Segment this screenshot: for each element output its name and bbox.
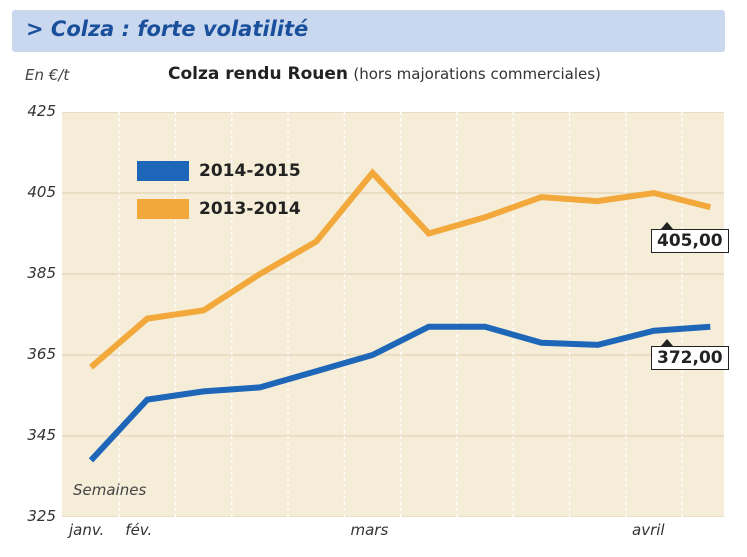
value-label-2013-2014: 405,00 <box>651 229 729 253</box>
title-banner: > Colza : forte volatilité <box>12 10 725 52</box>
legend-item-2014-2015: 2014-2015 <box>137 160 301 182</box>
series-line-2014-2015 <box>88 323 711 463</box>
y-tick-label: 405 <box>27 183 56 201</box>
chart-svg <box>62 112 724 517</box>
series-line-2013-2014 <box>89 168 712 370</box>
value-label-2014-2015: 372,00 <box>651 346 729 370</box>
legend-label-2014-2015: 2014-2015 <box>199 161 301 181</box>
figure-title: > Colza : forte volatilité <box>26 17 309 41</box>
chart-title: Colza rendu Rouen (hors majorations comm… <box>168 64 601 84</box>
x-axis-label: Semaines <box>73 481 147 499</box>
y-axis-unit-label: En €/t <box>25 66 70 84</box>
chart-title-subtitle: (hors majorations commerciales) <box>353 65 601 83</box>
y-tick-label: 425 <box>27 102 56 120</box>
y-tick-label: 365 <box>27 345 56 363</box>
y-tick-label: 385 <box>27 264 56 282</box>
chart-title-main: Colza rendu Rouen <box>168 64 348 84</box>
x-tick-label: avril <box>632 521 665 539</box>
legend-item-2013-2014: 2013-2014 <box>137 198 301 220</box>
legend-swatch-2014-2015 <box>137 161 189 181</box>
legend-label-2013-2014: 2013-2014 <box>199 199 301 219</box>
value-label-arrow-2013-2014 <box>661 222 673 229</box>
legend-swatch-2013-2014 <box>137 199 189 219</box>
x-tick-label: mars <box>350 521 389 539</box>
y-tick-label: 345 <box>27 426 56 444</box>
y-tick-label: 325 <box>27 507 56 525</box>
x-tick-label: fév. <box>125 521 153 539</box>
x-tick-label: janv. <box>69 521 105 539</box>
value-label-arrow-2014-2015 <box>661 339 673 346</box>
